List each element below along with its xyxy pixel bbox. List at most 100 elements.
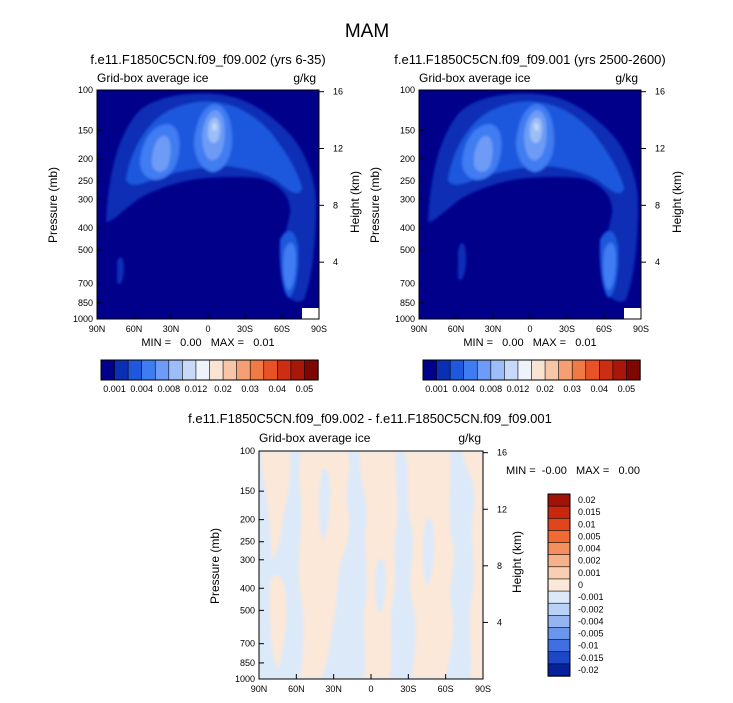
panel-1-y2-axis: 16 12 8 4 Height (km) [319,87,362,267]
y-tick-label: 100 [240,446,255,456]
colorbar-swatch [476,359,492,381]
x-tick-label: 30S [400,684,416,694]
x-tick-label: 60N [288,684,305,694]
y-tick-label: 850 [400,298,415,308]
colorbar-frame [100,359,319,381]
panel-1: f.e11.F1850C5CN.f09_f09.002 (yrs 6-35) G… [46,52,362,394]
colorbar-swatch [263,359,279,381]
colorbar-label: -0.02 [578,665,599,675]
colorbar-swatch [544,359,560,381]
y-tick-label: 400 [78,223,93,233]
panel-2: f.e11.F1850C5CN.f09_f09.001 (yrs 2500-26… [368,52,684,394]
colorbar-swatch [436,359,451,381]
colorbar-label: 0.001 [578,568,601,578]
panel-3-stats: MIN = -0.00 MAX = 0.00 [506,465,640,477]
panel-3-negative-streak-3 [375,558,386,613]
colorbar-swatch [547,542,571,556]
y-tick-label: 400 [240,583,255,593]
panel-1-y-axis: 100 150 200 250 300 400 500 700 850 1000 Pressure… [46,85,102,324]
colorbar-swatch [195,359,211,381]
figure-title: MAM [345,21,389,42]
y2-tick-label: 16 [497,448,507,458]
x-tick-label: 30S [559,324,575,334]
colorbar-label: -0.002 [578,604,604,614]
y-tick-label: 300 [400,194,415,204]
colorbar-swatch [422,359,438,381]
colorbar-swatch [277,359,292,381]
panel-2-y2label: Height (km) [670,171,684,233]
y2-tick-label: 4 [333,257,338,267]
x-tick-label: 90S [633,324,649,334]
colorbar-swatch [558,359,573,381]
colorbar-frame [547,493,571,677]
y-tick-label: 150 [78,125,93,135]
panel-1-contour-level-4 [152,135,171,172]
colorbar-label: 0.03 [563,384,581,394]
x-tick-label: 60N [126,324,143,334]
colorbar-label: 0.03 [241,384,259,394]
colorbar-swatch [547,530,571,544]
colorbar-label: 0.05 [296,384,314,394]
panel-3-plot [258,450,484,680]
panel-1-contour-level-3c [283,242,296,290]
panel-3-y2label: Height (km) [510,531,524,593]
colorbar-swatch [141,359,156,381]
panel-1-left-label: Grid-box average ice [97,71,209,85]
colorbar-label: 0.02 [536,384,554,394]
colorbar-swatch [547,639,571,653]
y-tick-label: 500 [78,245,93,255]
y2-tick-label: 16 [655,87,665,97]
colorbar-swatch [612,359,628,381]
x-tick-label: 60S [274,324,290,334]
y-tick-label: 700 [400,279,415,289]
y2-tick-label: 8 [497,561,502,571]
colorbar-swatch [547,566,571,580]
panel-1-stats: MIN = 0.00 MAX = 0.01 [141,337,274,349]
panel-3-negative-streak-1 [319,468,330,540]
colorbar-label: 0.01 [578,519,596,529]
y2-tick-label: 12 [497,504,507,514]
panel-1-contour-level-6 [212,123,217,131]
y2-tick-label: 4 [497,617,502,627]
colorbar-label: 0.012 [185,384,208,394]
colorbar-label: -0.001 [578,592,604,602]
colorbar-swatch [547,554,571,568]
panel-1-plot [96,89,320,320]
colorbar-swatch [236,359,251,381]
y-tick-label: 300 [240,555,255,565]
panel-3-ylabel: Pressure (mb) [208,528,222,604]
y-tick-label: 300 [78,194,93,204]
panel-3-left-label: Grid-box average ice [259,431,371,445]
colorbar-label: 0.012 [507,384,530,394]
y-tick-label: 500 [400,245,415,255]
panel-3-y-axis: 100 150 200 250 300 400 500 700 850 1000 Pressure… [208,446,264,684]
y-tick-label: 700 [78,279,93,289]
colorbar-swatch [154,359,170,381]
x-tick-label: 0 [368,684,373,694]
colorbar-swatch [290,359,306,381]
panel-1-colorbar: 0.001 0.004 0.008 0.012 0.02 0.03 0.04 0.05 [100,359,319,394]
colorbar-label: 0.02 [214,384,232,394]
y-tick-label: 400 [400,223,415,233]
colorbar-label: 0.008 [480,384,503,394]
x-tick-label: 60S [438,684,454,694]
panel-2-contour-level-4 [474,135,493,172]
panel-2-x-axis: 90N 60N 30N 0 30S 60S 90S [411,314,649,334]
y-tick-label: 850 [78,298,93,308]
colorbar-swatch [547,578,571,592]
colorbar-swatch [547,590,571,604]
y-tick-label: 150 [400,125,415,135]
colorbar-label: 0.05 [618,384,636,394]
x-tick-label: 90S [475,684,491,694]
panel-2-contour-level-3c [603,242,616,290]
panel-3-positive-region-2 [298,452,350,678]
y-tick-label: 500 [240,605,255,615]
x-tick-label: 0 [205,324,210,334]
colorbar-swatch [114,359,129,381]
colorbar-swatch [547,517,571,532]
x-tick-label: 30N [163,324,180,334]
y2-tick-label: 12 [333,144,343,154]
panel-2-ylabel: Pressure (mb) [368,167,382,243]
panel-3-y2-axis: 16 12 8 4 Height (km) [483,448,524,627]
panel-1-surface-mask [302,308,319,319]
